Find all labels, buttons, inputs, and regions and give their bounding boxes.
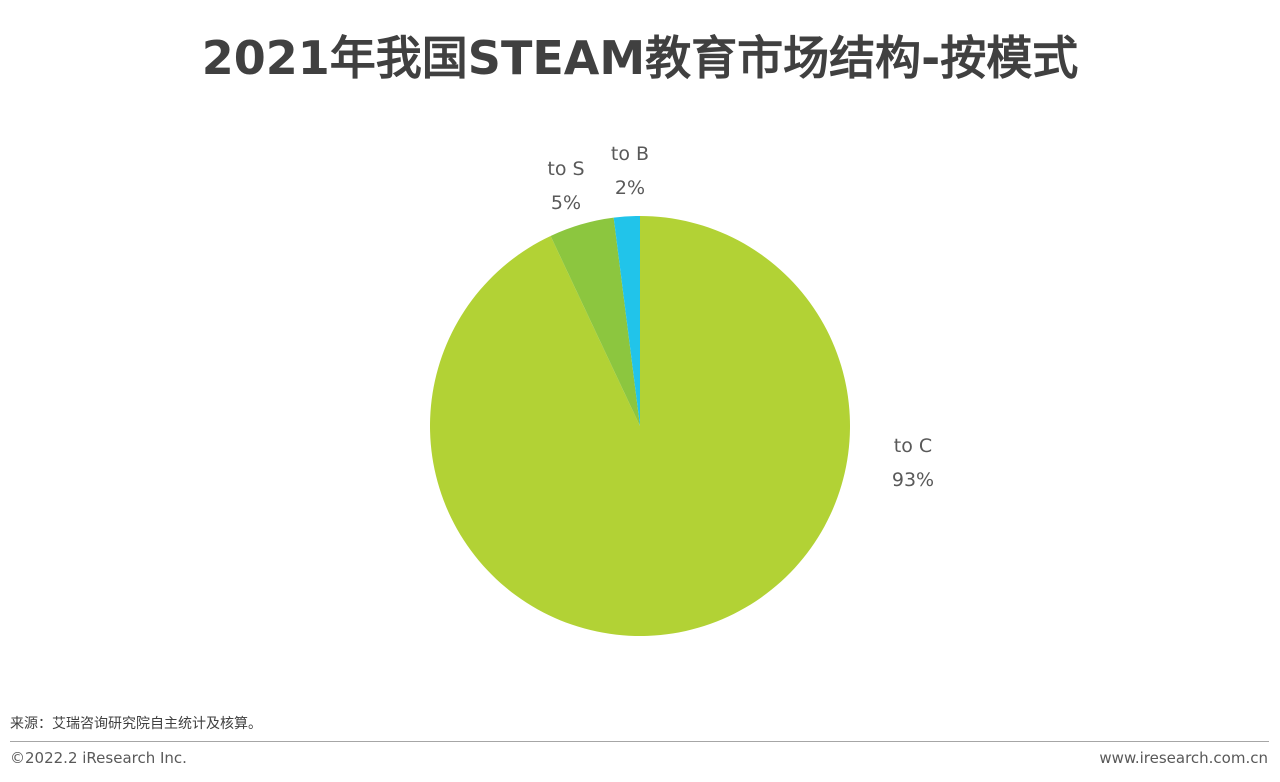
copyright-text: ©2022.2 iResearch Inc.	[10, 749, 187, 767]
slice-label-to-b: to B	[611, 143, 649, 165]
page-title: 2021年我国STEAM教育市场结构-按模式	[201, 31, 1079, 85]
website-link: www.iresearch.com.cn	[1099, 749, 1268, 767]
slice-value-to-c: 93%	[892, 469, 934, 491]
slice-value-to-b: 2%	[615, 177, 645, 199]
source-note: 来源：艾瑞咨询研究院自主统计及核算。	[10, 716, 262, 732]
pie-slice-to-c	[430, 216, 851, 637]
pie-chart: to C 93% to S 5% to B 2%	[430, 143, 934, 637]
slice-label-to-s: to S	[547, 158, 584, 180]
slice-value-to-s: 5%	[551, 192, 581, 214]
pie-slice-to-b	[613, 216, 640, 426]
pie-slices	[430, 216, 851, 637]
slice-label-to-c: to C	[894, 435, 932, 457]
pie-slice-to-s	[550, 217, 640, 426]
pie-labels: to C 93% to S 5% to B 2%	[547, 143, 934, 491]
footer-divider	[10, 741, 1269, 742]
